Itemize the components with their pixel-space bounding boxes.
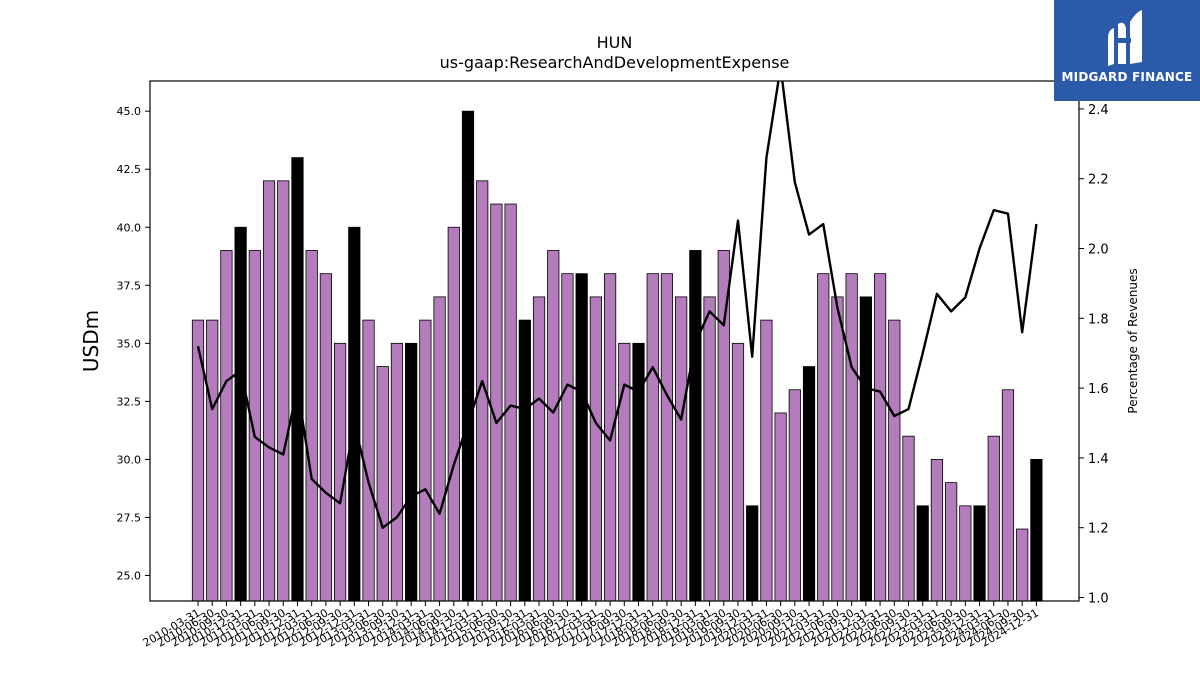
bar-quarter	[419, 319, 432, 602]
bar-quarter	[206, 319, 219, 602]
chart-title: HUN	[597, 33, 633, 52]
bar-annual	[1030, 458, 1043, 602]
bar-quarter	[376, 366, 389, 602]
plot-frame	[149, 80, 1080, 602]
bar-quarter	[987, 435, 1000, 602]
bar-quarter	[618, 342, 631, 602]
y-tick-label: 40.0	[117, 221, 142, 234]
y-tick-label: 35.0	[117, 337, 142, 350]
bar-annual	[632, 342, 645, 602]
bar-quarter	[248, 250, 261, 602]
bar-quarter	[675, 296, 688, 602]
bar-quarter	[433, 296, 446, 602]
y-axis-label: USDm	[79, 310, 103, 372]
bar-annual	[518, 319, 531, 602]
y-tick-label: 42.5	[117, 163, 142, 176]
bar-quarter	[888, 319, 901, 602]
bar-annual	[916, 505, 929, 602]
bar-quarter	[447, 226, 460, 602]
bar-quarter	[589, 296, 602, 602]
y-tick-label: 37.5	[117, 279, 142, 292]
y2-tick-label: 2.4	[1088, 103, 1109, 118]
bar-quarter	[490, 203, 503, 602]
bar-quarter	[390, 342, 404, 602]
bar-quarter	[504, 203, 517, 602]
y2-axis: 1.0 1.2 1.4 1.6 1.8 2.0 2.2 2.4	[1079, 103, 1109, 607]
bar-quarter	[845, 273, 858, 602]
y-tick-label: 25.0	[117, 569, 142, 582]
bar-quarter	[902, 435, 915, 602]
midgard-finance-logo: MIDGARD FINANCE	[1054, 0, 1200, 101]
bar-annual	[461, 110, 475, 602]
bar-quarter	[873, 273, 887, 602]
bar-quarter	[305, 250, 318, 602]
bar-quarter	[547, 250, 560, 602]
bar-quarter	[646, 273, 659, 602]
x-axis: 2010-03-312010-06-302010-09-302010-12-31…	[141, 601, 1041, 650]
bar-annual	[405, 342, 418, 602]
bars-group	[191, 110, 1043, 602]
bar-quarter	[532, 296, 546, 602]
bar-quarter	[1001, 389, 1015, 602]
bar-quarter	[760, 319, 773, 602]
y-tick-label: 45.0	[117, 105, 142, 118]
bar-quarter	[703, 296, 716, 602]
bar-annual	[234, 226, 247, 602]
bar-quarter	[333, 342, 347, 602]
bar-quarter	[831, 296, 844, 602]
bar-quarter	[731, 342, 745, 602]
bar-annual	[973, 505, 986, 602]
y2-tick-label: 1.8	[1088, 312, 1109, 327]
bar-annual	[689, 250, 702, 602]
y2-tick-label: 2.0	[1088, 243, 1109, 258]
y2-tick-label: 2.2	[1088, 173, 1109, 188]
y-tick-label: 27.5	[117, 511, 142, 524]
bar-annual	[575, 273, 588, 602]
bar-annual	[859, 296, 872, 602]
chart-subtitle: us-gaap:ResearchAndDevelopmentExpense	[440, 53, 790, 72]
bar-quarter	[959, 505, 972, 602]
bar-quarter	[788, 389, 801, 602]
pct-revenue-line	[196, 81, 1038, 529]
bar-quarter	[319, 273, 332, 602]
y-tick-label: 32.5	[117, 395, 142, 408]
bar-quarter	[1016, 528, 1029, 602]
y2-tick-label: 1.0	[1088, 592, 1109, 607]
bar-quarter	[930, 458, 944, 602]
logo-text: MIDGARD FINANCE	[1061, 70, 1193, 84]
bar-quarter	[262, 180, 276, 602]
bar-quarter	[817, 273, 830, 602]
bar-quarter	[774, 412, 787, 602]
logo-mark-icon	[1108, 10, 1142, 66]
bar-quarter	[220, 250, 233, 602]
bar-quarter	[945, 482, 958, 602]
bar-quarter	[660, 273, 674, 602]
bar-annual	[746, 505, 759, 602]
bar-quarter	[561, 273, 574, 602]
line-group	[196, 81, 1038, 529]
y2-tick-label: 1.4	[1088, 452, 1109, 467]
bar-annual	[348, 226, 361, 602]
y2-axis-label: Percentage of Revenues	[1126, 268, 1140, 413]
bar-annual	[291, 157, 304, 602]
bar-quarter	[277, 180, 290, 602]
y2-tick-label: 1.2	[1088, 522, 1109, 537]
y-tick-label: 30.0	[117, 453, 142, 466]
bar-annual	[802, 366, 816, 602]
y-axis: 25.0 27.5 30.0 32.5 35.0 37.5 40.0 42.5 45.0	[117, 105, 150, 582]
y2-tick-label: 1.6	[1088, 382, 1109, 397]
